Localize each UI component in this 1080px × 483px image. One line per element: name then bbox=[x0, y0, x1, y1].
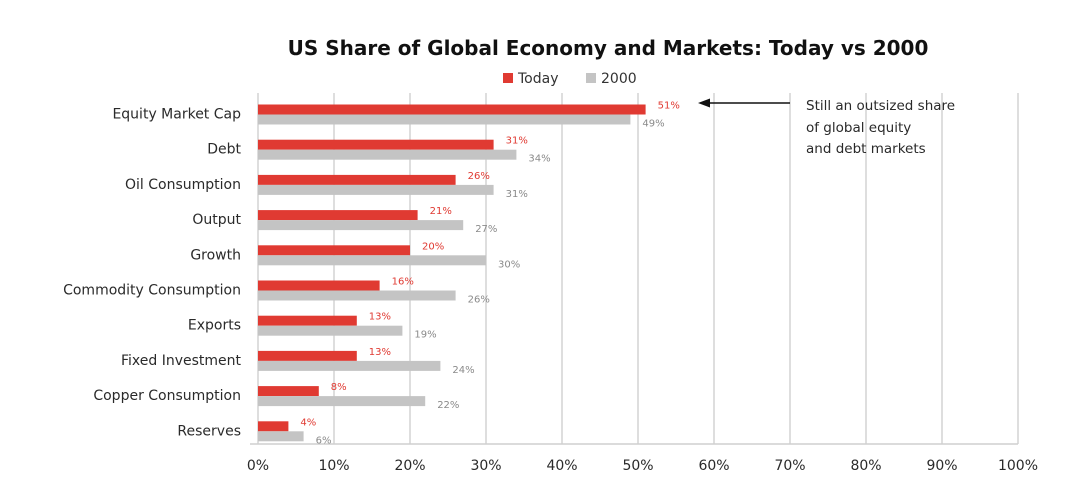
bar-today bbox=[258, 139, 494, 150]
data-label-2000: 22% bbox=[437, 400, 459, 411]
category-label: Commodity Consumption bbox=[63, 283, 241, 299]
bar-today bbox=[258, 210, 418, 221]
bar-2000 bbox=[258, 184, 494, 195]
data-label-today: 21% bbox=[430, 206, 452, 217]
data-label-today: 8% bbox=[331, 382, 347, 393]
bar-2000 bbox=[258, 290, 456, 301]
data-label-today: 4% bbox=[300, 417, 316, 428]
x-tick-label: 0% bbox=[247, 458, 269, 474]
x-tick-label: 90% bbox=[926, 458, 957, 474]
bar-today bbox=[258, 350, 357, 361]
x-tick-label: 70% bbox=[774, 458, 805, 474]
bar-today bbox=[258, 245, 410, 256]
bar-2000 bbox=[258, 220, 464, 231]
data-label-2000: 49% bbox=[642, 119, 664, 130]
category-label: Output bbox=[192, 212, 241, 228]
data-label-2000: 34% bbox=[528, 154, 550, 165]
data-label-2000: 24% bbox=[452, 365, 474, 376]
data-label-today: 20% bbox=[422, 241, 444, 252]
x-tick-label: 40% bbox=[546, 458, 577, 474]
bar-today bbox=[258, 386, 319, 397]
data-label-2000: 26% bbox=[468, 295, 490, 306]
legend-swatch-today bbox=[503, 73, 513, 83]
bars bbox=[258, 104, 646, 442]
category-label: Growth bbox=[190, 247, 241, 263]
bar-today bbox=[258, 174, 456, 185]
annotation: Still an outsized share of global equity… bbox=[698, 98, 955, 157]
x-tick-label: 60% bbox=[698, 458, 729, 474]
x-tick-labels: 0% 10% 20% 30% 40% 50% 60% 70% 80% 90% 100% bbox=[247, 458, 1038, 474]
annotation-arrow-head bbox=[698, 98, 710, 108]
data-label-2000: 27% bbox=[475, 224, 497, 235]
category-label: Exports bbox=[188, 318, 241, 334]
bar-2000 bbox=[258, 431, 304, 442]
data-label-today: 13% bbox=[369, 312, 391, 323]
bar-2000 bbox=[258, 360, 441, 371]
legend-swatch-2000 bbox=[586, 73, 596, 83]
data-label-today: 51% bbox=[658, 101, 680, 112]
annotation-line-2: of global equity bbox=[806, 120, 911, 136]
annotation-line-3: and debt markets bbox=[806, 141, 926, 157]
bar-2000 bbox=[258, 149, 517, 160]
category-labels: Equity Market Cap Debt Oil Consumption Outp… bbox=[63, 107, 241, 440]
bar-2000 bbox=[258, 325, 403, 336]
x-tick-label: 20% bbox=[394, 458, 425, 474]
data-label-2000: 19% bbox=[414, 330, 436, 341]
category-label: Fixed Investment bbox=[121, 353, 242, 369]
bar-today bbox=[258, 280, 380, 291]
data-label-2000: 6% bbox=[316, 435, 332, 446]
bar-today bbox=[258, 104, 646, 115]
x-tick-label: 80% bbox=[850, 458, 881, 474]
bar-2000 bbox=[258, 255, 486, 266]
legend-label-today: Today bbox=[517, 71, 559, 87]
data-label-today: 31% bbox=[506, 136, 528, 147]
data-label-2000: 31% bbox=[506, 189, 528, 200]
chart-title: US Share of Global Economy and Markets: … bbox=[288, 36, 929, 60]
data-label-today: 26% bbox=[468, 171, 490, 182]
bar-today bbox=[258, 421, 289, 432]
data-label-today: 16% bbox=[392, 277, 414, 288]
category-label: Debt bbox=[207, 142, 241, 158]
category-label: Reserves bbox=[177, 423, 241, 439]
value-labels: 51%49%31%34%26%31%21%27%20%30%16%26%13%1… bbox=[300, 101, 679, 447]
bar-2000 bbox=[258, 396, 426, 407]
x-tick-label: 30% bbox=[470, 458, 501, 474]
annotation-line-1: Still an outsized share bbox=[806, 98, 955, 114]
category-label: Equity Market Cap bbox=[112, 107, 241, 123]
bar-today bbox=[258, 315, 357, 326]
x-tick-label: 100% bbox=[998, 458, 1038, 474]
x-tick-label: 50% bbox=[622, 458, 653, 474]
x-tick-label: 10% bbox=[318, 458, 349, 474]
legend: Today 2000 bbox=[503, 71, 637, 87]
category-label: Copper Consumption bbox=[93, 388, 241, 404]
bar-2000 bbox=[258, 114, 631, 125]
legend-label-2000: 2000 bbox=[601, 71, 637, 87]
category-label: Oil Consumption bbox=[125, 177, 241, 193]
data-label-2000: 30% bbox=[498, 259, 520, 270]
data-label-today: 13% bbox=[369, 347, 391, 358]
